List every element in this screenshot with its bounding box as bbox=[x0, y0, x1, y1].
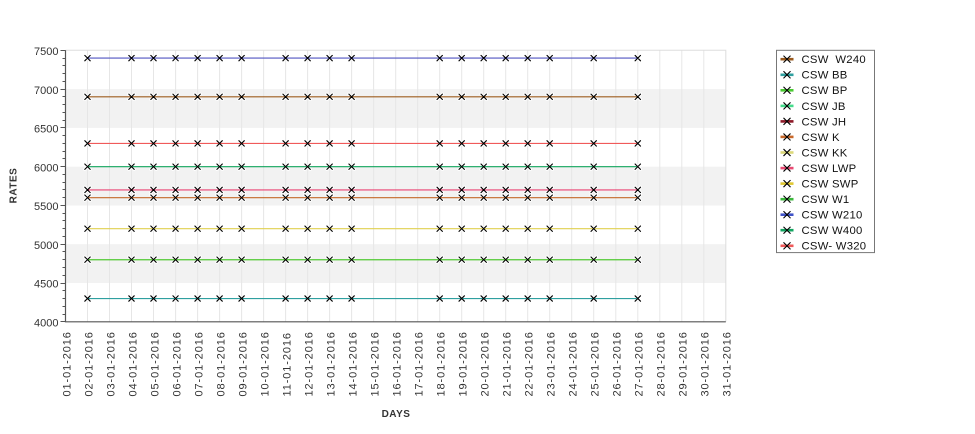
svg-text:DAYS: DAYS bbox=[382, 409, 411, 420]
svg-text:08-01-2016: 08-01-2016 bbox=[215, 331, 227, 396]
svg-text:CSW KK: CSW KK bbox=[802, 147, 848, 159]
svg-text:02-01-2016: 02-01-2016 bbox=[83, 331, 95, 396]
svg-text:15-01-2016: 15-01-2016 bbox=[369, 331, 381, 396]
svg-text:RATES: RATES bbox=[9, 168, 20, 204]
svg-text:6000: 6000 bbox=[34, 162, 58, 174]
svg-text:CSW JH: CSW JH bbox=[802, 116, 847, 128]
svg-text:10-01-2016: 10-01-2016 bbox=[259, 331, 271, 396]
svg-text:17-01-2016: 17-01-2016 bbox=[414, 331, 426, 396]
svg-text:09-01-2016: 09-01-2016 bbox=[237, 331, 249, 396]
svg-text:06-01-2016: 06-01-2016 bbox=[171, 331, 183, 396]
svg-text:21-01-2016: 21-01-2016 bbox=[502, 331, 514, 396]
svg-text:01-01-2016: 01-01-2016 bbox=[61, 331, 73, 396]
svg-text:07-01-2016: 07-01-2016 bbox=[193, 331, 205, 396]
svg-text:7000: 7000 bbox=[34, 85, 58, 97]
svg-text:CSW W210: CSW W210 bbox=[802, 210, 863, 222]
svg-text:31-01-2016: 31-01-2016 bbox=[722, 331, 734, 396]
svg-text:27-01-2016: 27-01-2016 bbox=[634, 331, 646, 396]
svg-text:CSW BB: CSW BB bbox=[802, 70, 848, 82]
svg-text:26-01-2016: 26-01-2016 bbox=[612, 331, 624, 396]
svg-text:16-01-2016: 16-01-2016 bbox=[392, 331, 404, 396]
svg-text:29-01-2016: 29-01-2016 bbox=[678, 331, 690, 396]
svg-text:30-01-2016: 30-01-2016 bbox=[700, 331, 712, 396]
svg-text:6500: 6500 bbox=[34, 124, 58, 136]
svg-text:4500: 4500 bbox=[34, 279, 58, 291]
svg-text:7500: 7500 bbox=[34, 46, 58, 58]
svg-text:11-01-2016: 11-01-2016 bbox=[281, 332, 293, 396]
svg-text:CSW LWP: CSW LWP bbox=[802, 163, 857, 175]
svg-text:23-01-2016: 23-01-2016 bbox=[546, 331, 558, 396]
svg-text:CSW W400: CSW W400 bbox=[802, 225, 863, 237]
svg-text:CSW W240: CSW W240 bbox=[802, 54, 866, 66]
svg-text:03-01-2016: 03-01-2016 bbox=[105, 331, 117, 396]
svg-text:19-01-2016: 19-01-2016 bbox=[458, 331, 470, 396]
svg-text:14-01-2016: 14-01-2016 bbox=[347, 331, 359, 396]
svg-text:CSW BP: CSW BP bbox=[802, 85, 848, 97]
svg-text:5500: 5500 bbox=[34, 201, 58, 213]
svg-text:CSW JB: CSW JB bbox=[802, 101, 846, 113]
svg-text:22-01-2016: 22-01-2016 bbox=[524, 331, 536, 396]
svg-text:20-01-2016: 20-01-2016 bbox=[480, 331, 492, 396]
svg-text:24-01-2016: 24-01-2016 bbox=[568, 331, 580, 396]
svg-text:5000: 5000 bbox=[34, 240, 58, 252]
svg-text:04-01-2016: 04-01-2016 bbox=[127, 331, 139, 396]
svg-text:05-01-2016: 05-01-2016 bbox=[149, 331, 161, 396]
svg-text:12-01-2016: 12-01-2016 bbox=[303, 331, 315, 396]
svg-text:CSW SWP: CSW SWP bbox=[802, 179, 859, 191]
svg-text:18-01-2016: 18-01-2016 bbox=[436, 331, 448, 396]
svg-text:CSW W1: CSW W1 bbox=[802, 194, 850, 206]
svg-text:CSW K: CSW K bbox=[802, 132, 840, 144]
svg-text:28-01-2016: 28-01-2016 bbox=[656, 331, 668, 396]
svg-text:13-01-2016: 13-01-2016 bbox=[325, 331, 337, 396]
svg-text:CSW- W320: CSW- W320 bbox=[802, 241, 867, 253]
svg-text:25-01-2016: 25-01-2016 bbox=[590, 331, 602, 396]
svg-text:4000: 4000 bbox=[34, 318, 58, 330]
